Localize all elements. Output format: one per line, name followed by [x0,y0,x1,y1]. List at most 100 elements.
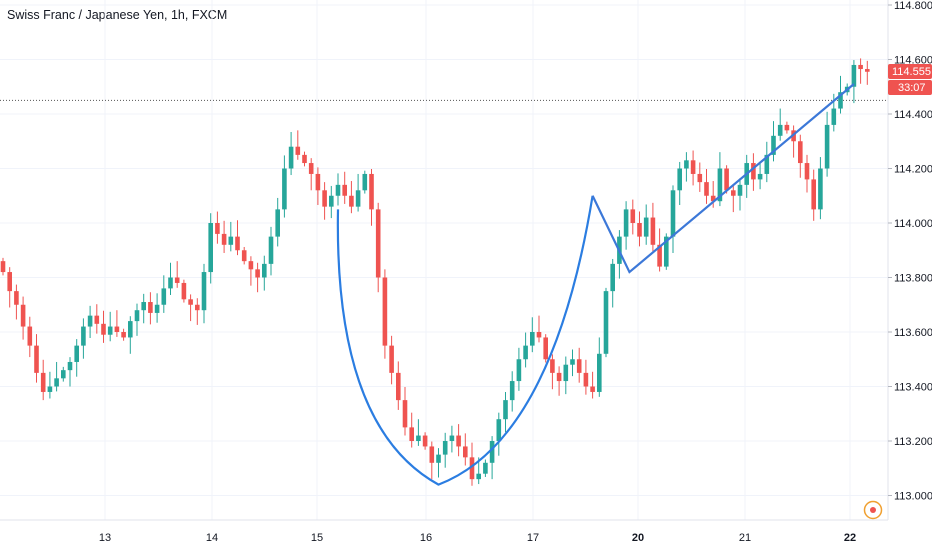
candle-body [737,184,743,196]
candle-body [523,345,528,360]
candle-body [590,386,595,392]
y-tick-label: 113.200 [894,436,932,448]
candle-body [690,160,696,174]
candle-body [342,184,347,196]
candle-body [67,361,73,371]
candle-body [87,315,93,327]
candle-body [784,124,790,131]
candle-body [804,163,810,180]
candle-body [409,427,414,441]
record-icon[interactable] [863,500,883,520]
candle-body [268,236,274,264]
candle-body [436,454,441,463]
candle-body [54,378,59,387]
candle-body [731,190,736,196]
candle-body [724,168,729,191]
candle-body [550,359,555,373]
candle-body [509,381,515,401]
y-tick-label: 113.400 [894,382,932,394]
y-tick-label: 114.000 [894,218,932,230]
candle-body [61,370,66,379]
candle-body [556,372,562,382]
drawings[interactable] [336,83,855,486]
candle-body [623,209,629,237]
countdown-tag: 33:07 [888,80,932,95]
x-tick-label: 21 [739,532,751,544]
candle-body [764,154,770,174]
candle-body [201,272,207,311]
candle-body [382,277,388,346]
candle-body [208,223,213,273]
candle-body [315,173,321,191]
candle-body [570,359,575,365]
candle-body [396,372,401,401]
candle-body [483,462,488,474]
candle-body [168,277,173,289]
candle-body [650,217,656,245]
candle-body [684,160,689,169]
rounded-bottom-curve[interactable] [336,195,594,486]
candle-body [657,244,662,267]
candle-body [134,310,140,322]
candle-body [757,173,763,180]
candle-body [536,332,542,338]
x-tick-label: 14 [206,532,218,544]
candle-body [81,326,86,346]
y-tick-label: 113.800 [894,273,932,285]
candle-body [114,326,120,332]
candle-body [422,435,428,447]
y-tick-label: 114.200 [894,164,932,176]
candle-body [710,195,716,202]
candle-body [248,261,254,270]
candle-body [777,124,783,136]
candle-body [308,163,314,174]
x-tick-label: 17 [527,532,539,544]
candle-body [389,345,394,373]
candle-body [27,326,33,346]
candle-body [181,282,187,300]
x-tick-label: 20 [632,532,644,544]
candle-body [195,304,200,311]
time-axis[interactable]: 13 14 15 16 17 20 21 22 [99,532,856,544]
candle-body [295,146,301,155]
y-tick-label: 114.800 [894,0,932,12]
candle-body [107,326,113,335]
candle-body [851,64,857,87]
chart-title: Swiss Franc / Japanese Yen, 1h, FXCM [7,8,228,22]
candle-body [228,236,234,245]
candle-body [637,223,642,237]
candle-body [288,146,294,169]
candle-body [489,441,495,463]
candle-body [717,168,723,202]
candle-body [838,92,843,109]
price-axis[interactable]: 114.800 114.600 114.400 114.200 114.000 113.8… [888,0,932,503]
candle-body [463,446,468,458]
candle-body [94,315,100,324]
candle-body [597,353,602,392]
candle-body [610,263,615,292]
candle-body [262,263,267,278]
candle-body [369,173,374,210]
candle-body [824,124,830,169]
x-tick-label: 16 [420,532,432,544]
y-tick-label: 113.000 [894,491,932,503]
trend-line[interactable] [591,83,855,274]
candle-body [563,364,569,382]
candle-body [161,288,167,305]
candle-body [141,302,146,311]
x-tick-label: 15 [311,532,323,544]
candle-body [670,190,676,237]
candle-body [496,419,502,441]
candle-body [329,195,334,207]
candle-body [362,173,368,191]
last-price-tag: 114.555 [888,64,932,79]
candle-body [148,302,153,313]
candle-body [221,233,227,245]
candle-body [811,179,816,210]
candle-body [335,184,341,196]
candle-body [469,457,475,480]
candle-body [456,435,461,447]
candle-body [530,332,535,346]
candle-body [241,250,247,262]
